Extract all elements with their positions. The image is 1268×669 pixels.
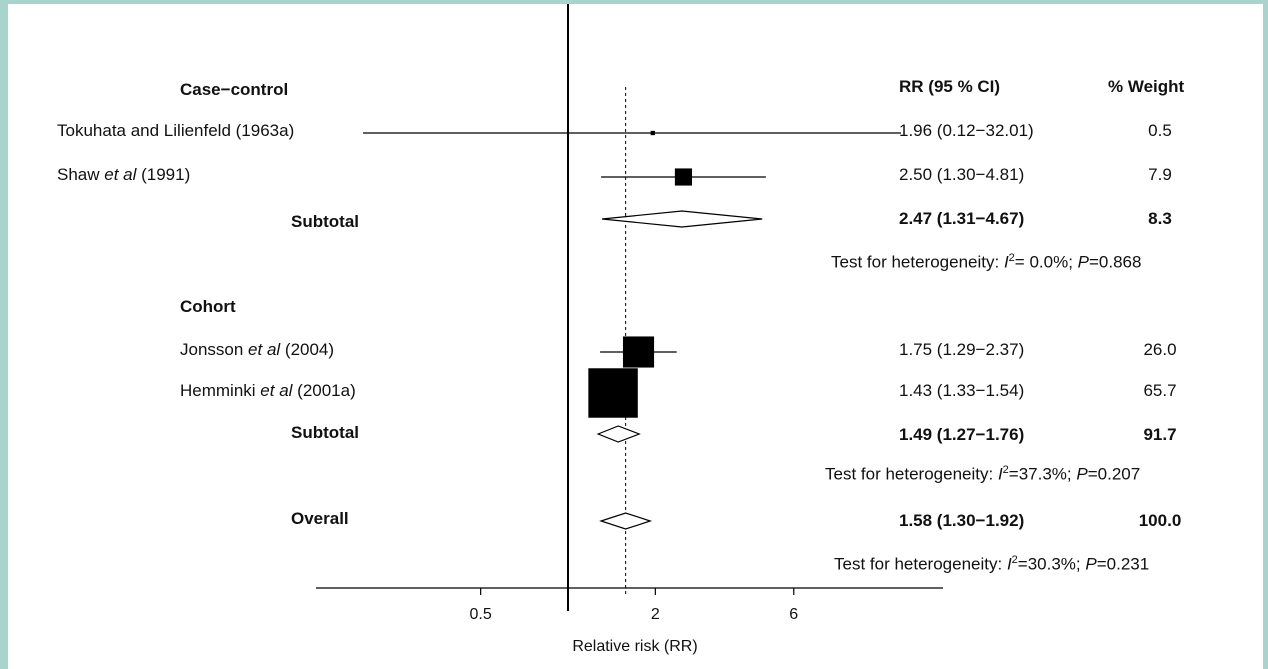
subtotal-weight: 91.7 [1143,425,1177,444]
heterogeneity-test: Test for heterogeneity: I2=30.3%; P=0.23… [834,554,1150,574]
subtotal-ci-text: 1.49 (1.27−1.76) [899,425,1025,444]
study-weight: 26.0 [1143,340,1177,359]
forest-plot: 0.5 2 6 RR (95 % CI) % Weight Case−control… [8,4,1263,669]
study-label: Shaw et al (1991) [57,165,191,184]
group-title-case-control: Case−control [180,80,289,99]
study-ci-text: 1.43 (1.33−1.54) [899,381,1025,400]
heterogeneity-test: Test for heterogeneity: I2= 0.0%; P=0.86… [831,252,1142,272]
overall-ci-text: 1.58 (1.30−1.92) [899,511,1025,530]
study-point-square [622,336,655,368]
study-label: Hemminki et al (2001a) [180,381,356,400]
heterogeneity-test: Test for heterogeneity: I2=37.3%; P=0.20… [825,464,1141,484]
study-weight: 0.5 [1148,121,1172,140]
forest-plot-svg: 0.5 2 6 [316,4,943,623]
study-ci-text: 1.75 (1.29−2.37) [899,340,1025,359]
overall-weight: 100.0 [1138,511,1182,530]
subtotal-diamond [601,210,763,228]
subtotal-weight: 8.3 [1148,209,1172,228]
x-axis-label: Relative risk (RR) [572,638,698,655]
study-ci-text: 1.96 (0.12−32.01) [899,121,1034,140]
study-point-square [674,168,693,186]
study-weight: 7.9 [1148,165,1172,184]
x-tick-label: 2 [651,606,660,623]
subtotal-diamond [596,425,641,443]
overall-diamond [599,512,653,530]
subtotal-ci-text: 2.47 (1.31−4.67) [899,209,1025,228]
study-point-square [650,130,655,136]
study-label: Tokuhata and Lilienfeld (1963a) [57,121,295,140]
study-label: Jonsson et al (2004) [180,340,335,359]
subtotal-label: Subtotal [291,423,359,442]
overall-label: Overall [291,509,349,528]
x-tick-label: 6 [789,606,798,623]
group-title-cohort: Cohort [180,297,236,316]
study-point-square [588,368,638,418]
subtotal-label: Subtotal [291,212,359,231]
weight-column-header: % Weight [1108,77,1185,96]
study-weight: 65.7 [1143,381,1177,400]
study-ci-text: 2.50 (1.30−4.81) [899,165,1025,184]
x-tick-label: 0.5 [470,606,492,623]
ci-column-header: RR (95 % CI) [899,77,1001,96]
